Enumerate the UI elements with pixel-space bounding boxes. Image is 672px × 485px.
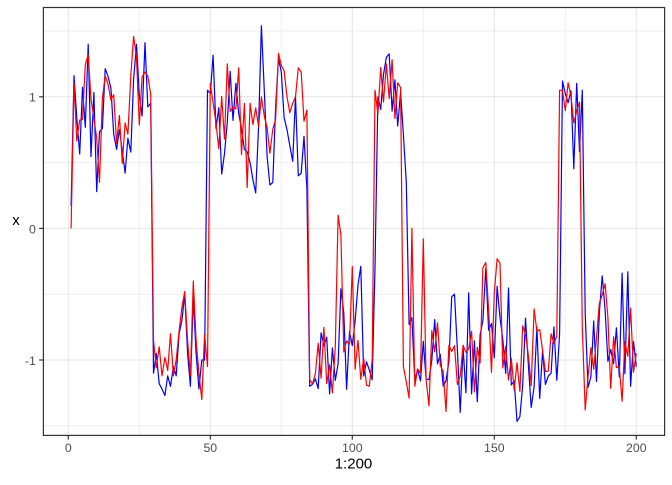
svg-text:100: 100 <box>342 441 363 455</box>
svg-text:200: 200 <box>626 441 647 455</box>
svg-text:0: 0 <box>65 441 72 455</box>
svg-text:0: 0 <box>29 222 36 236</box>
svg-text:50: 50 <box>203 441 217 455</box>
svg-text:1: 1 <box>29 91 36 105</box>
svg-text:150: 150 <box>484 441 505 455</box>
svg-text:-1: -1 <box>25 354 36 368</box>
svg-text:x: x <box>12 212 20 229</box>
svg-text:1:200: 1:200 <box>335 456 373 473</box>
